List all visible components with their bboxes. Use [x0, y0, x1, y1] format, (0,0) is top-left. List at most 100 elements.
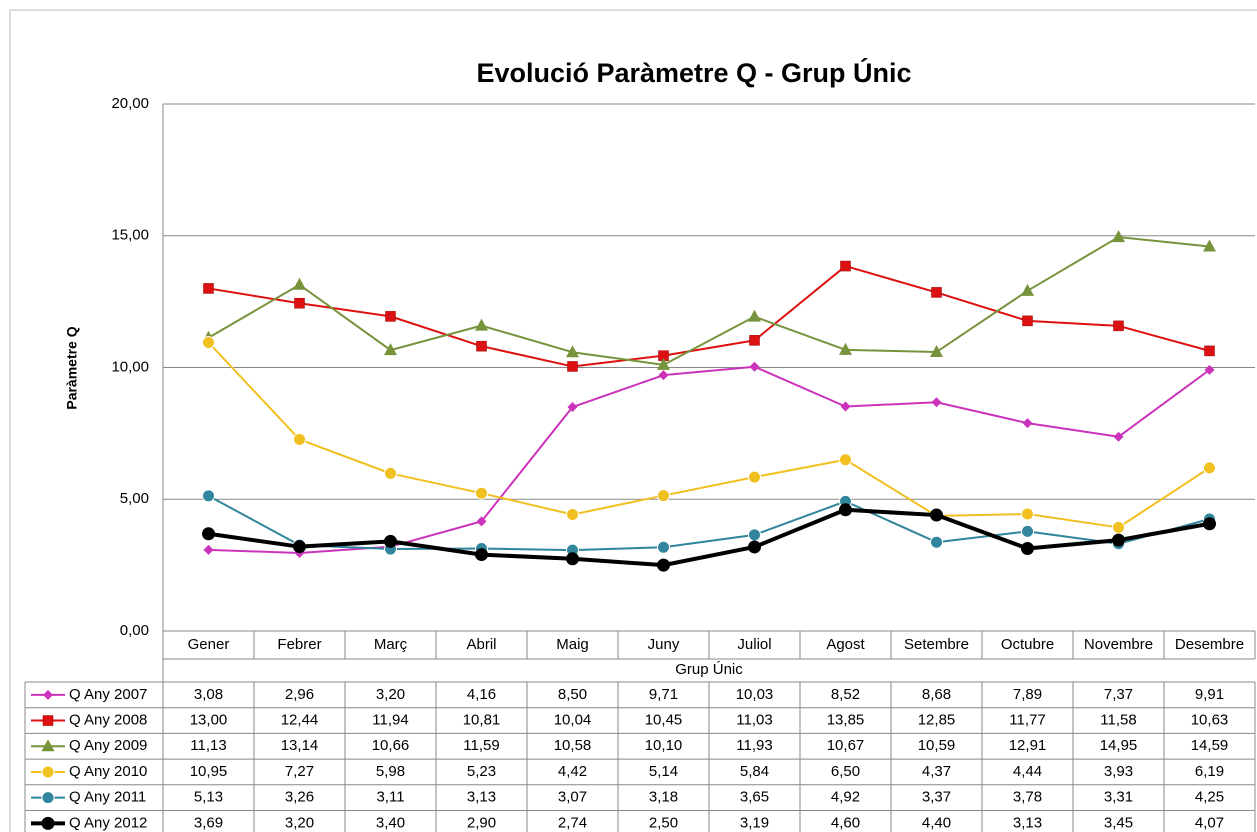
table-cell: 7,89: [1013, 686, 1042, 703]
table-cell: 3,26: [285, 789, 314, 806]
marker: [293, 432, 306, 446]
table-cell: 11,03: [736, 712, 772, 729]
marker: [566, 345, 579, 358]
x-tick-label: Setembre: [904, 636, 969, 653]
table-cell: 7,37: [1104, 686, 1133, 703]
table-cell: 3,40: [376, 814, 405, 831]
x-tick-label: Desembre: [1175, 636, 1244, 653]
marker: [476, 340, 487, 352]
table-cell: 6,50: [831, 763, 860, 780]
series-line: [208, 507, 1210, 568]
table-cell: 7,27: [285, 763, 314, 780]
marker: [476, 516, 487, 527]
marker: [1203, 461, 1216, 475]
marker: [658, 370, 669, 381]
marker: [1021, 283, 1034, 296]
table-cell: 4,16: [467, 686, 496, 703]
marker: [839, 503, 852, 517]
marker: [839, 342, 852, 355]
table-cell: 14,95: [1100, 737, 1138, 754]
marker: [41, 816, 55, 830]
marker: [1112, 230, 1125, 243]
table-cell: 4,92: [831, 789, 860, 806]
x-tick-label: Febrer: [277, 636, 321, 653]
table-cell: 3,69: [194, 814, 223, 831]
legend-label: Q Any 2007: [69, 686, 147, 703]
marker: [1204, 345, 1215, 357]
marker: [657, 558, 670, 572]
marker: [1021, 524, 1034, 538]
marker: [1112, 533, 1125, 547]
legend-label: Q Any 2011: [69, 789, 146, 806]
series-line: [208, 494, 1210, 552]
table-cell: 10,04: [554, 712, 592, 729]
table-cell: 10,10: [645, 737, 683, 754]
marker: [748, 540, 761, 554]
table-cell: 5,14: [649, 763, 678, 780]
x-tick-label: Juny: [648, 636, 680, 653]
x-tick-label: Maig: [556, 636, 589, 653]
table-cell: 4,60: [831, 814, 860, 831]
marker: [202, 489, 215, 503]
table-cell: 3,31: [1104, 789, 1133, 806]
marker: [930, 344, 943, 357]
table-cell: 11,94: [372, 712, 408, 729]
table-cell: 12,91: [1009, 737, 1047, 754]
marker: [657, 540, 670, 554]
marker: [748, 528, 761, 542]
table-cell: 2,96: [285, 686, 314, 703]
table-cell: 4,40: [922, 814, 951, 831]
chart-title: Evolució Paràmetre Q - Grup Únic: [476, 57, 911, 88]
legend-label: Q Any 2010: [69, 763, 147, 780]
marker: [749, 361, 760, 372]
marker: [385, 311, 396, 322]
marker: [1021, 542, 1034, 556]
marker: [1022, 418, 1033, 429]
table-cell: 9,91: [1195, 686, 1224, 703]
marker: [566, 552, 579, 566]
marker: [384, 466, 397, 480]
marker: [1112, 520, 1125, 534]
table-cell: 3,08: [194, 686, 223, 703]
y-tick-label: 0,00: [120, 622, 149, 639]
marker: [839, 453, 852, 467]
table-cell: 3,18: [649, 789, 678, 806]
table-cell: 10,67: [827, 737, 865, 754]
marker: [42, 715, 54, 726]
marker: [566, 508, 579, 522]
y-tick-label: 15,00: [111, 227, 149, 244]
table-cell: 5,84: [740, 763, 769, 780]
table-cell: 10,95: [190, 763, 228, 780]
marker: [202, 527, 215, 541]
marker: [657, 357, 670, 370]
table-cell: 3,93: [1104, 763, 1133, 780]
marker: [202, 335, 215, 349]
series-line: [208, 265, 1210, 368]
marker: [840, 260, 851, 272]
marker: [203, 544, 214, 555]
x-tick-label: Juliol: [737, 636, 771, 653]
table-cell: 11,58: [1100, 712, 1136, 729]
table-cell: 10,66: [372, 737, 410, 754]
marker: [293, 540, 306, 554]
marker: [840, 401, 851, 412]
marker: [41, 739, 55, 752]
y-axis-title: Paràmetre Q: [64, 326, 80, 409]
table-cell: 13,85: [827, 712, 865, 729]
table-cell: 10,58: [554, 737, 592, 754]
legend-label: Q Any 2009: [69, 737, 147, 754]
series-line: [207, 236, 1210, 366]
marker: [567, 402, 578, 413]
marker: [1113, 320, 1124, 332]
table-cell: 10,59: [918, 737, 956, 754]
table-cell: 11,77: [1009, 712, 1045, 729]
table-cell: 5,98: [376, 763, 405, 780]
marker: [41, 765, 55, 779]
table-cell: 3,37: [922, 789, 951, 806]
x-tick-label: Novembre: [1084, 636, 1153, 653]
x-tick-label: Març: [374, 636, 408, 653]
marker: [41, 791, 55, 805]
marker: [931, 397, 942, 408]
table-cell: 9,71: [649, 686, 678, 703]
marker: [1203, 517, 1216, 531]
